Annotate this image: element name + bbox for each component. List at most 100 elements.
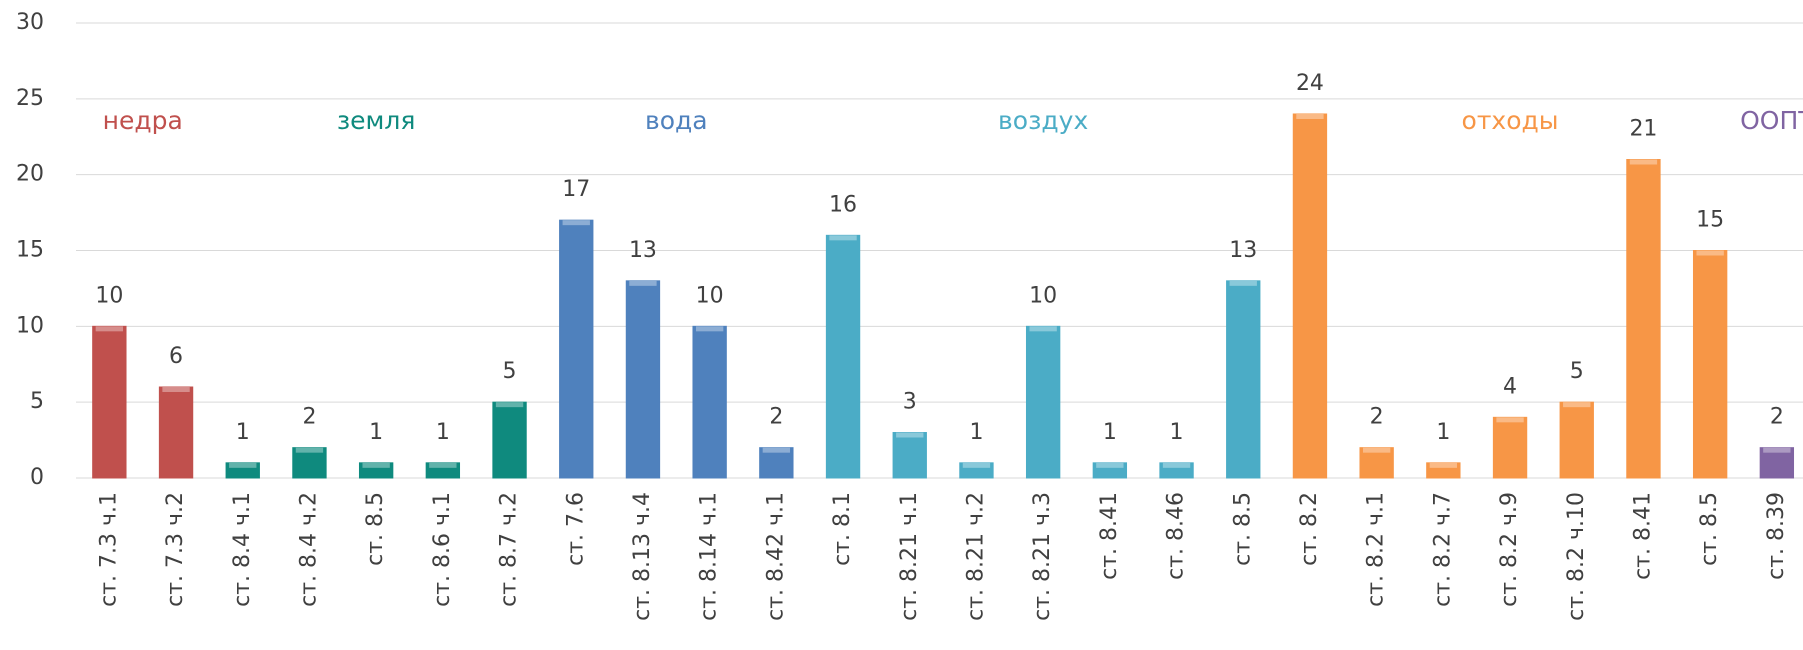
bar-highlight [1763, 447, 1791, 453]
bar [1025, 325, 1061, 479]
data-label: 10 [1029, 283, 1057, 308]
y-tick-label: 30 [16, 10, 44, 35]
x-tick-label: ст. 8.4 ч.2 [296, 492, 321, 607]
bar-highlight [829, 235, 857, 241]
x-tick-label: ст. 8.21 ч.1 [897, 492, 922, 621]
bar [1359, 447, 1394, 479]
group-label: вода [645, 106, 708, 135]
bar-highlight [762, 447, 791, 453]
x-tick-label: ст. 8.2 [1297, 492, 1322, 566]
data-label: 24 [1296, 71, 1324, 96]
group-label: воздух [998, 106, 1088, 135]
bar-highlight [95, 326, 124, 332]
x-tick-label: ст. 8.5 [363, 492, 388, 566]
data-label: 2 [1770, 405, 1784, 430]
bar [1492, 416, 1528, 479]
bar-highlight [1229, 280, 1257, 286]
data-label: 10 [95, 283, 123, 308]
data-label: 2 [1370, 405, 1384, 430]
x-tick-label: ст. 8.5 [1230, 492, 1255, 566]
bar-highlight [1629, 159, 1658, 165]
bar-highlight [1096, 462, 1124, 468]
bar [1759, 447, 1795, 479]
data-label: 3 [903, 390, 917, 415]
y-tick-label: 25 [16, 86, 44, 111]
y-tick-label: 5 [30, 389, 44, 414]
x-tick-label: ст. 8.13 ч.4 [630, 492, 655, 621]
bar [1092, 462, 1128, 479]
bar [1292, 113, 1328, 479]
x-tick-label: ст. 8.2 ч.10 [1564, 492, 1589, 621]
bar [1426, 462, 1461, 479]
group-label: отходы [1462, 106, 1559, 135]
x-tick-label: ст. 8.41 [1630, 492, 1655, 580]
bar [358, 462, 394, 479]
bar [1159, 462, 1194, 479]
x-tick-label: ст. 8.4 ч.1 [230, 492, 255, 607]
x-tick-label: ст. 7.3 ч.2 [163, 492, 188, 607]
data-label: 1 [1436, 420, 1450, 445]
bar-highlight [295, 447, 324, 453]
x-tick-label: ст. 8.42 ч.1 [763, 492, 788, 621]
bar [1226, 280, 1261, 479]
bar [92, 325, 127, 479]
x-tick-label: ст. 8.6 ч.1 [430, 492, 455, 607]
x-tick-label: ст. 7.6 [563, 492, 588, 566]
y-tick-label: 0 [30, 465, 44, 490]
bar [1559, 401, 1594, 479]
bar-highlight [162, 387, 190, 392]
bar [492, 401, 527, 479]
bar [158, 386, 194, 479]
x-tick-label: ст. 8.39 [1764, 492, 1789, 580]
bar-highlight [362, 462, 390, 468]
group-label: недра [103, 106, 183, 135]
data-label: 5 [1570, 359, 1584, 384]
x-tick-label: ст. 8.46 [1164, 492, 1189, 580]
group-label: ООПТ [1740, 106, 1803, 135]
data-label: 1 [236, 420, 250, 445]
x-tick-label: ст. 8.21 ч.2 [963, 492, 988, 621]
bar-highlight [896, 432, 924, 438]
x-tick-label: ст. 8.21 ч.3 [1030, 492, 1055, 621]
x-tick-label: ст. 8.1 [830, 492, 855, 566]
bar-highlight [229, 462, 257, 468]
bar-highlight [429, 462, 457, 468]
bar [559, 219, 594, 479]
data-label: 4 [1503, 374, 1517, 399]
data-label: 21 [1629, 117, 1657, 142]
x-tick-label: ст. 8.5 [1697, 492, 1722, 566]
bar-highlight [962, 462, 991, 468]
data-label: 2 [302, 405, 316, 430]
bar [292, 447, 327, 479]
data-label: 2 [769, 405, 783, 430]
data-label: 13 [629, 238, 657, 263]
data-label: 6 [169, 344, 183, 369]
bar-highlight [1029, 326, 1057, 332]
x-tick-label: ст. 8.2 ч.9 [1497, 492, 1522, 607]
group-label: земля [337, 106, 416, 135]
bar [425, 462, 461, 479]
bar [225, 462, 260, 479]
data-label: 5 [503, 359, 517, 384]
bar [892, 432, 927, 479]
bar-highlight [1563, 402, 1591, 408]
bar-highlight [562, 220, 590, 226]
x-tick-label: ст. 8.7 ч.2 [497, 492, 522, 607]
y-tick-label: 15 [16, 238, 44, 263]
x-tick-label: ст. 7.3 ч.1 [96, 492, 121, 607]
data-label: 13 [1229, 238, 1257, 263]
bar-highlight [1162, 462, 1191, 468]
bar-highlight [629, 280, 657, 286]
data-label: 16 [829, 192, 857, 217]
bar [625, 280, 661, 479]
bar [759, 447, 794, 479]
y-tick-label: 20 [16, 162, 44, 187]
y-tick-label: 10 [16, 313, 44, 338]
bar [825, 234, 861, 479]
bar-highlight [1429, 462, 1458, 468]
data-label: 1 [369, 420, 383, 445]
x-tick-label: ст. 8.14 ч.1 [697, 492, 722, 621]
bar [692, 325, 727, 479]
bar-highlight [695, 326, 724, 332]
